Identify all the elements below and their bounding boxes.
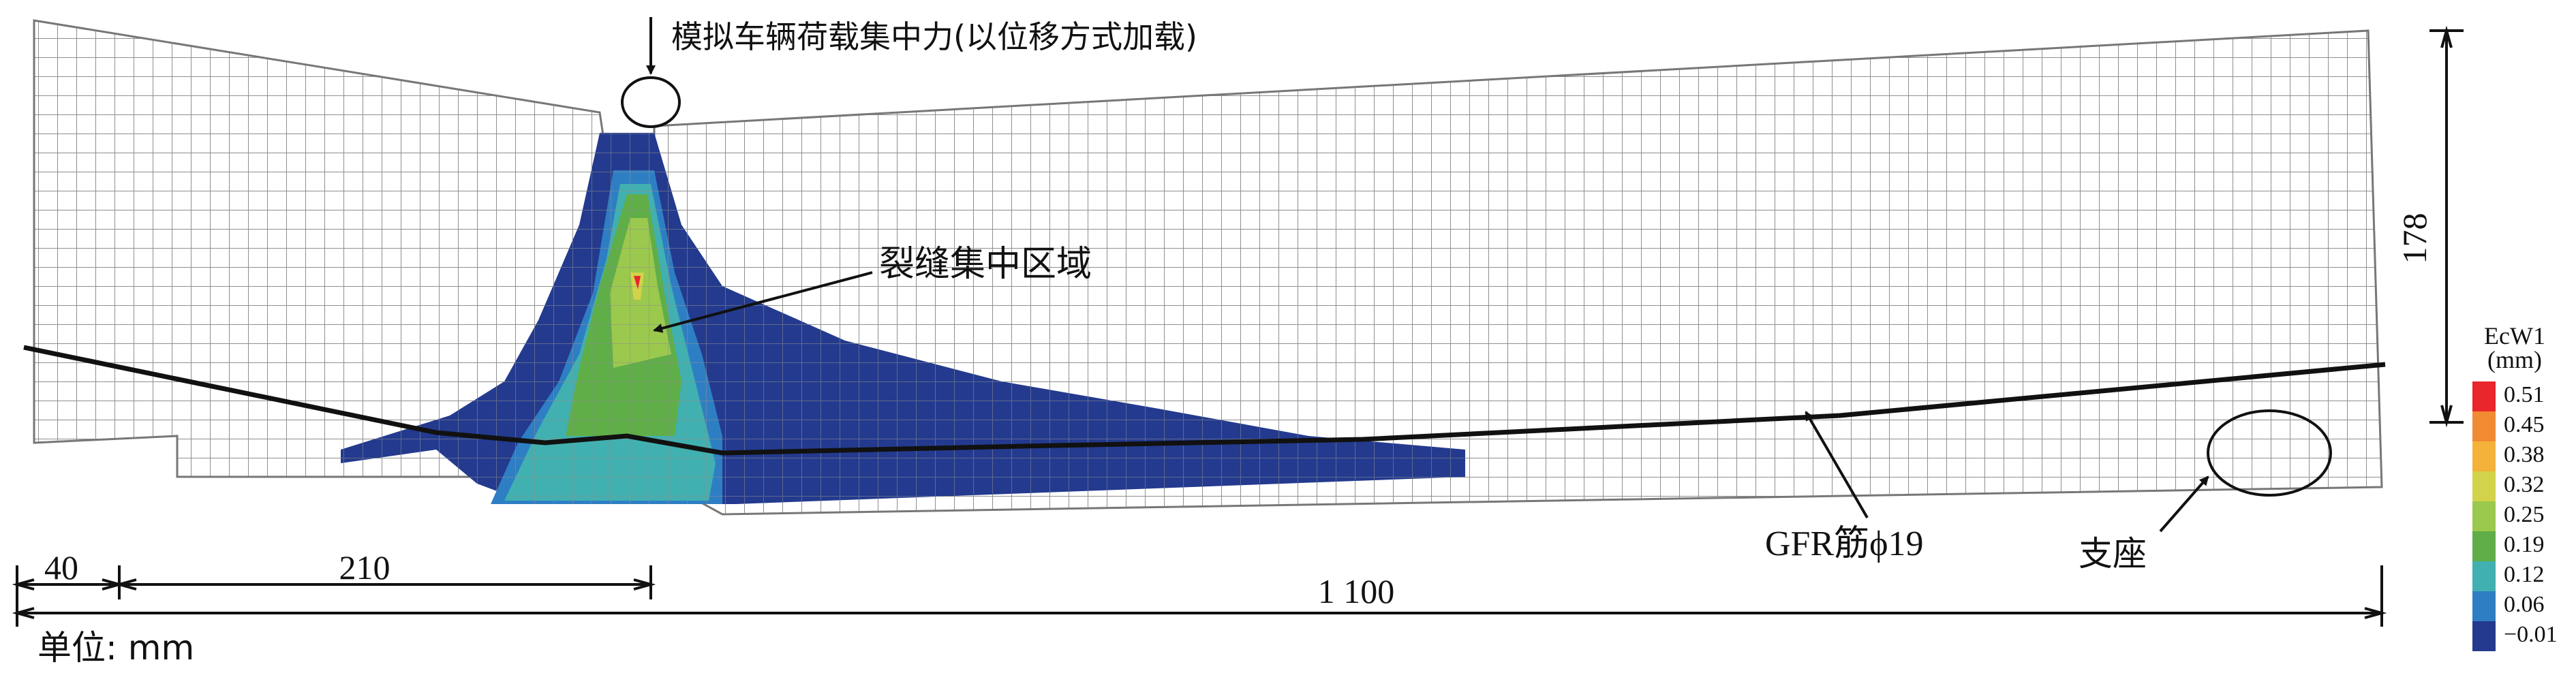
- legend-swatch: [2472, 471, 2496, 501]
- legend-level-label: −0.01: [2504, 622, 2558, 647]
- legend-level-label: 0.12: [2504, 562, 2545, 587]
- legend-swatch: [2472, 621, 2496, 651]
- legend-swatch: [2472, 381, 2496, 411]
- legend-swatch: [2472, 561, 2496, 591]
- legend-swatch: [2472, 501, 2496, 531]
- height-dim-label: 178: [2395, 213, 2434, 264]
- legend-level-label: 0.38: [2504, 442, 2545, 467]
- legend-unit: (mm): [2487, 346, 2542, 373]
- left-overhang-label: 40: [44, 548, 78, 586]
- crack-zone-label: 裂缝集中区域: [879, 244, 1092, 285]
- color-legend: EcW1 (mm) 0.51 0.45 0.38 0.32 0.25 0.19 0.12 0.…: [2472, 322, 2558, 651]
- height-dimension: 178: [2395, 25, 2464, 428]
- legend-swatch: [2472, 531, 2496, 561]
- span-label: 1 100: [1318, 572, 1395, 610]
- mesh-left-segment: [33, 19, 656, 478]
- crack-leader: [653, 271, 873, 333]
- support-circle: [2207, 409, 2332, 497]
- load-point-circle: [621, 76, 681, 128]
- legend-level-label: 0.25: [2504, 502, 2545, 527]
- legend-swatch: [2472, 591, 2496, 621]
- legend-level-label: 0.51: [2504, 382, 2545, 407]
- legend-swatch: [2472, 441, 2496, 471]
- horizontal-dimensions: 40 210 1 100: [12, 548, 2387, 627]
- legend-level-label: 0.45: [2504, 412, 2545, 437]
- load-label: 模拟车辆荷载集中力(以位移方式加载): [671, 18, 1197, 55]
- legend-level-label: 0.06: [2504, 592, 2545, 617]
- load-offset-label: 210: [339, 548, 390, 586]
- rebar-label: GFR筋ϕ19: [1765, 525, 1924, 563]
- legend-swatch: [2472, 411, 2496, 441]
- unit-label: 单位: mm: [37, 628, 194, 668]
- rebar-leader: [1805, 411, 1869, 519]
- legend-level-label: 0.19: [2504, 532, 2545, 557]
- legend-title: EcW1: [2484, 322, 2545, 349]
- support-label: 支座: [2079, 534, 2147, 574]
- support-leader: [2159, 475, 2209, 533]
- gfrp-rebar: [23, 345, 2386, 456]
- legend-level-label: 0.32: [2504, 472, 2545, 497]
